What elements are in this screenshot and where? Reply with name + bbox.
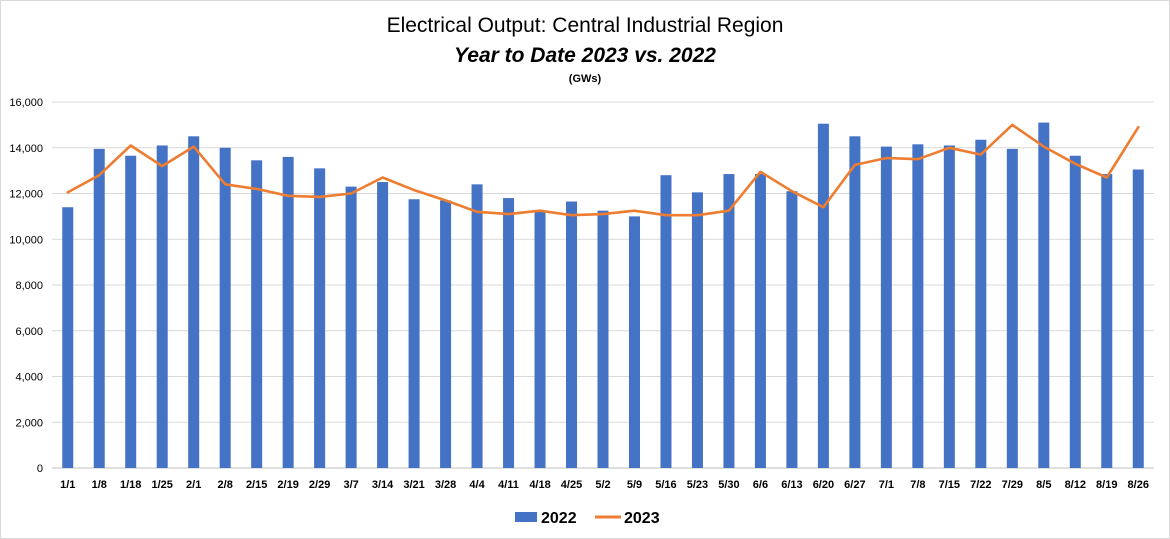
- y-tick-label: 4,000: [15, 372, 43, 384]
- chart-title: Electrical Output: Central Industrial Re…: [387, 14, 784, 37]
- x-tick-label: 4/25: [561, 479, 582, 491]
- chart-units: (GWs): [569, 73, 602, 85]
- x-tick-label: 6/27: [844, 479, 865, 491]
- x-tick-label: 5/9: [627, 479, 642, 491]
- y-tick-label: 10,000: [9, 234, 43, 246]
- x-tick-label: 7/1: [879, 479, 894, 491]
- x-tick-label: 3/14: [372, 479, 394, 491]
- legend-swatch-2022: [515, 512, 537, 522]
- x-tick-label: 1/18: [120, 479, 141, 491]
- bar-2022: [597, 210, 609, 468]
- x-tick-label: 2/29: [309, 479, 330, 491]
- x-tick-label: 2/15: [246, 479, 267, 491]
- x-tick-label: 3/7: [343, 479, 358, 491]
- x-tick-label: 7/15: [939, 479, 960, 491]
- bar-2022: [408, 199, 420, 468]
- bar-2022: [471, 184, 483, 468]
- x-tick-label: 6/13: [781, 479, 802, 491]
- x-tick-label: 7/8: [910, 479, 925, 491]
- bar-2022: [282, 156, 294, 468]
- x-tick-label: 7/29: [1002, 479, 1023, 491]
- bar-2022: [62, 207, 74, 468]
- y-tick-label: 14,000: [9, 143, 43, 155]
- x-tick-label: 8/12: [1065, 479, 1086, 491]
- bar-2022: [912, 144, 924, 468]
- series-2022-bars: [62, 122, 1144, 469]
- bar-2022: [1132, 169, 1144, 468]
- y-tick-label: 2,000: [15, 417, 43, 429]
- bar-2022: [975, 139, 987, 468]
- bar-2022: [156, 145, 168, 468]
- x-tick-label: 8/5: [1036, 479, 1051, 491]
- bar-2022: [786, 191, 798, 468]
- x-tick-label: 3/28: [435, 479, 456, 491]
- bar-2022: [723, 174, 735, 468]
- bar-2022: [377, 182, 389, 468]
- bar-2022: [1006, 148, 1018, 469]
- y-tick-label: 6,000: [15, 326, 43, 338]
- y-tick-label: 8,000: [15, 280, 43, 292]
- bar-2022: [93, 148, 105, 469]
- x-tick-label: 1/1: [60, 479, 75, 491]
- x-tick-label: 8/26: [1128, 479, 1149, 491]
- x-tick-label: 2/8: [218, 479, 233, 491]
- bar-2022: [660, 175, 672, 468]
- bar-2022: [1101, 174, 1113, 468]
- legend: 2022 2023: [515, 510, 660, 527]
- line-2023: [66, 123, 1140, 217]
- y-tick-label: 12,000: [9, 189, 43, 201]
- bar-2022: [691, 192, 703, 468]
- bar-2022: [314, 168, 326, 468]
- bar-2022: [817, 123, 829, 468]
- legend-label-2023: 2023: [624, 510, 660, 527]
- bar-2022: [345, 186, 357, 468]
- series-2023-line: [66, 123, 1140, 217]
- y-axis-ticks: 0 2,000 4,000 6,000 8,000 10,000 12,000 14,000 1…: [9, 97, 43, 475]
- x-tick-label: 1/8: [92, 479, 107, 491]
- bar-2022: [880, 146, 892, 468]
- y-tick-label: 0: [37, 463, 43, 475]
- bar-2022: [1069, 155, 1081, 468]
- bar-2022: [503, 198, 515, 468]
- x-axis-ticks: 1/1 1/8 1/18 1/25 2/1 2/8 2/15 2/19 2/29 3/7 3/14 3…: [60, 479, 1149, 491]
- bar-2022: [566, 201, 578, 468]
- bar-2022: [628, 216, 640, 468]
- x-tick-label: 1/25: [151, 479, 172, 491]
- bar-2022: [1038, 122, 1050, 469]
- bar-2022: [251, 160, 263, 469]
- x-tick-label: 7/22: [970, 479, 991, 491]
- x-tick-label: 5/2: [595, 479, 610, 491]
- x-tick-label: 6/20: [813, 479, 834, 491]
- x-tick-label: 3/21: [403, 479, 424, 491]
- bar-2022: [849, 136, 861, 468]
- legend-label-2022: 2022: [541, 510, 577, 527]
- bar-2022: [125, 155, 137, 468]
- bar-2022: [754, 174, 766, 468]
- x-tick-label: 2/1: [186, 479, 201, 491]
- x-tick-label: 8/19: [1096, 479, 1117, 491]
- chart-subtitle: Year to Date 2023 vs. 2022: [454, 44, 716, 67]
- x-tick-label: 5/30: [718, 479, 739, 491]
- x-tick-label: 2/19: [277, 479, 298, 491]
- x-tick-label: 4/11: [498, 479, 519, 491]
- bar-2022: [188, 136, 200, 468]
- bar-2022: [943, 145, 955, 468]
- x-tick-label: 4/18: [529, 479, 550, 491]
- x-tick-label: 4/4: [469, 479, 485, 491]
- bar-2022: [534, 211, 546, 469]
- bar-2022: [219, 147, 231, 468]
- bar-2022: [440, 200, 452, 469]
- x-tick-label: 5/23: [687, 479, 708, 491]
- y-tick-label: 16,000: [9, 97, 43, 109]
- x-tick-label: 6/6: [753, 479, 768, 491]
- x-tick-label: 5/16: [655, 479, 676, 491]
